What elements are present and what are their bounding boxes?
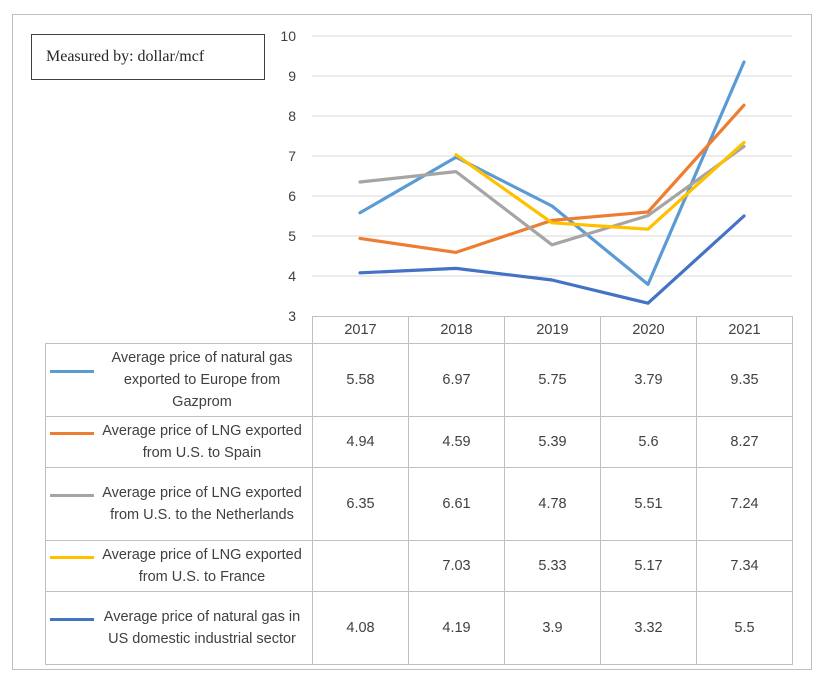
table-row: Average price of LNG exported from U.S. … bbox=[45, 467, 793, 541]
legend-entry: Average price of natural gas in US domes… bbox=[45, 591, 313, 665]
y-tick-label: 5 bbox=[288, 228, 296, 244]
legend-swatch bbox=[50, 494, 94, 497]
table-row: Average price of LNG exported from U.S. … bbox=[45, 540, 793, 592]
data-value-cell: 4.08 bbox=[312, 591, 409, 665]
series-lines bbox=[358, 60, 746, 305]
data-value-cell bbox=[312, 540, 409, 592]
y-tick-label: 7 bbox=[288, 148, 296, 164]
data-value-cell: 5.39 bbox=[504, 416, 601, 468]
gridlines bbox=[312, 35, 792, 277]
data-value-cell: 7.34 bbox=[696, 540, 793, 592]
data-value-cell: 5.6 bbox=[600, 416, 697, 468]
data-value-cell: 4.94 bbox=[312, 416, 409, 468]
legend-label: Average price of LNG exported from U.S. … bbox=[102, 423, 302, 461]
data-value-cell: 9.35 bbox=[696, 343, 793, 417]
y-tick-label: 8 bbox=[288, 108, 296, 124]
data-value-cell: 6.35 bbox=[312, 467, 409, 541]
data-value-cell: 6.97 bbox=[408, 343, 505, 417]
legend-entry: Average price of LNG exported from U.S. … bbox=[45, 416, 313, 468]
series-line-4 bbox=[454, 140, 746, 231]
x-category-label: 2021 bbox=[696, 316, 793, 344]
legend-label: Average price of natural gas exported to… bbox=[111, 350, 293, 410]
table-row: Average price of LNG exported from U.S. … bbox=[45, 416, 793, 468]
data-value-cell: 5.33 bbox=[504, 540, 601, 592]
data-value-cell: 5.51 bbox=[600, 467, 697, 541]
legend-swatch bbox=[50, 432, 94, 435]
y-tick-label: 4 bbox=[288, 268, 296, 284]
data-value-cell: 5.58 bbox=[312, 343, 409, 417]
data-value-cell: 5.5 bbox=[696, 591, 793, 665]
x-category-label: 2018 bbox=[408, 316, 505, 344]
legend-label: Average price of LNG exported from U.S. … bbox=[102, 547, 302, 585]
series-line-2 bbox=[358, 103, 746, 254]
x-category-label: 2020 bbox=[600, 316, 697, 344]
data-value-cell: 5.17 bbox=[600, 540, 697, 592]
data-table: 2017 2018 2019 2020 2021 Average price of nat… bbox=[45, 316, 793, 665]
legend-label: Average price of natural gas in US domes… bbox=[103, 609, 301, 647]
legend-swatch bbox=[50, 618, 94, 621]
x-category-label: 2017 bbox=[312, 316, 409, 344]
measure-label: Measured by: dollar/mcf bbox=[31, 34, 265, 80]
table-row: Average price of natural gas in US domes… bbox=[45, 591, 793, 665]
y-tick-label: 3 bbox=[288, 308, 296, 324]
legend-swatch bbox=[50, 556, 94, 559]
data-value-cell: 4.78 bbox=[504, 467, 601, 541]
y-tick-label: 9 bbox=[288, 68, 296, 84]
data-value-cell: 6.61 bbox=[408, 467, 505, 541]
chart-frame bbox=[12, 14, 812, 670]
series-line-1 bbox=[358, 60, 746, 286]
data-value-cell: 7.03 bbox=[408, 540, 505, 592]
data-value-cell: 3.79 bbox=[600, 343, 697, 417]
data-value-cell: 5.75 bbox=[504, 343, 601, 417]
y-tick-label: 10 bbox=[280, 28, 296, 44]
series-line-3 bbox=[358, 144, 746, 247]
data-value-cell: 3.32 bbox=[600, 591, 697, 665]
legend-entry: Average price of LNG exported from U.S. … bbox=[45, 540, 313, 592]
table-row: Average price of natural gas exported to… bbox=[45, 343, 793, 417]
y-tick-label: 6 bbox=[288, 188, 296, 204]
data-value-cell: 4.59 bbox=[408, 416, 505, 468]
x-category-label: 2019 bbox=[504, 316, 601, 344]
table-header-row: 2017 2018 2019 2020 2021 bbox=[45, 316, 793, 344]
data-value-cell: 7.24 bbox=[696, 467, 793, 541]
legend-entry: Average price of LNG exported from U.S. … bbox=[45, 467, 313, 541]
data-value-cell: 4.19 bbox=[408, 591, 505, 665]
legend-label: Average price of LNG exported from U.S. … bbox=[102, 485, 302, 523]
y-axis-ticks: 3 4 5 6 7 8 9 10 bbox=[280, 28, 296, 324]
table-corner bbox=[45, 316, 313, 344]
legend-swatch bbox=[50, 370, 94, 373]
data-value-cell: 8.27 bbox=[696, 416, 793, 468]
series-line-5 bbox=[358, 214, 746, 305]
legend-entry: Average price of natural gas exported to… bbox=[45, 343, 313, 417]
data-value-cell: 3.9 bbox=[504, 591, 601, 665]
